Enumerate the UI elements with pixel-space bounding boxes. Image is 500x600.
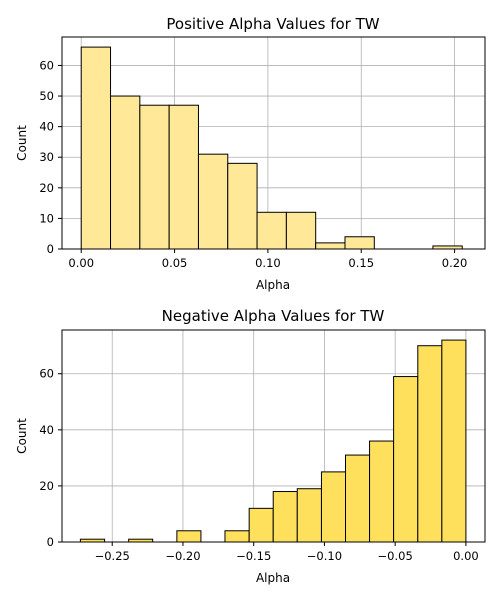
histogram-bar <box>315 242 346 250</box>
histogram-bar <box>272 491 298 543</box>
histogram-bar <box>139 104 170 250</box>
bars <box>80 46 463 250</box>
histogram-bar <box>168 104 199 250</box>
y-tick-label: 40 <box>39 423 54 437</box>
y-tick-label: 0 <box>47 242 54 256</box>
y-tick-label: 20 <box>39 479 54 493</box>
x-tick-label: −0.05 <box>378 549 413 563</box>
histogram-bar <box>417 345 443 543</box>
x-axis-label: Alpha <box>256 571 290 585</box>
bars <box>79 339 467 543</box>
x-tick-label: 0.00 <box>453 549 479 563</box>
y-tick-label: 50 <box>39 89 54 103</box>
histogram-bar <box>320 471 347 543</box>
x-tick-label: 0.05 <box>162 256 188 270</box>
y-axis-label: Count <box>15 418 29 454</box>
histogram-bar <box>441 339 467 543</box>
y-tick-label: 40 <box>39 120 54 134</box>
y-tick-label: 0 <box>47 535 54 549</box>
histogram-bar <box>345 454 371 543</box>
chart-title: Positive Alpha Values for TW <box>166 15 379 33</box>
y-ticks: 0 10 20 30 40 50 60 <box>39 58 62 256</box>
histogram-bar <box>296 488 322 543</box>
histogram-bar <box>224 530 250 543</box>
y-tick-label: 60 <box>39 367 54 381</box>
x-tick-label: 0.00 <box>68 256 94 270</box>
chart-title: Negative Alpha Values for TW <box>162 307 385 325</box>
histogram-bar <box>285 211 317 250</box>
x-tick-label: 0.15 <box>348 256 374 270</box>
y-tick-label: 20 <box>39 181 54 195</box>
histogram-bar <box>80 46 112 250</box>
x-tick-label: −0.15 <box>236 549 271 563</box>
plot-frame <box>61 36 486 250</box>
x-ticks: 0.00 0.05 0.10 0.15 0.20 <box>68 249 467 270</box>
plot-frame <box>61 329 486 543</box>
x-tick-label: 0.10 <box>255 256 281 270</box>
x-tick-label: −0.20 <box>165 549 200 563</box>
histogram-bar <box>248 507 274 543</box>
x-tick-label: −0.25 <box>95 549 130 563</box>
y-tick-label: 10 <box>39 211 54 225</box>
histogram-bar <box>256 211 287 250</box>
histogram-bar <box>344 236 375 250</box>
histogram-bar <box>393 376 419 543</box>
y-ticks: 0 20 40 60 <box>39 367 62 549</box>
x-ticks: −0.25 −0.20 −0.15 −0.10 −0.05 0.00 <box>95 542 479 563</box>
x-axis-label: Alpha <box>256 278 290 292</box>
y-tick-label: 60 <box>39 58 54 72</box>
histogram-bar <box>176 530 202 543</box>
negative-alpha-histogram: Negative Alpha Values for TW −0.25 −0.20−… <box>15 307 486 585</box>
histogram-bar <box>197 153 229 250</box>
histogram-bar <box>369 440 395 543</box>
y-tick-label: 30 <box>39 150 54 164</box>
x-tick-label: 0.20 <box>442 256 468 270</box>
y-axis-label: Count <box>15 125 29 161</box>
x-tick-label: −0.10 <box>307 549 342 563</box>
positive-alpha-histogram: Positive Alpha Values for TW 0.00 0.05 0.1… <box>15 15 486 292</box>
histogram-bar <box>227 162 258 250</box>
histogram-bar <box>110 95 141 250</box>
